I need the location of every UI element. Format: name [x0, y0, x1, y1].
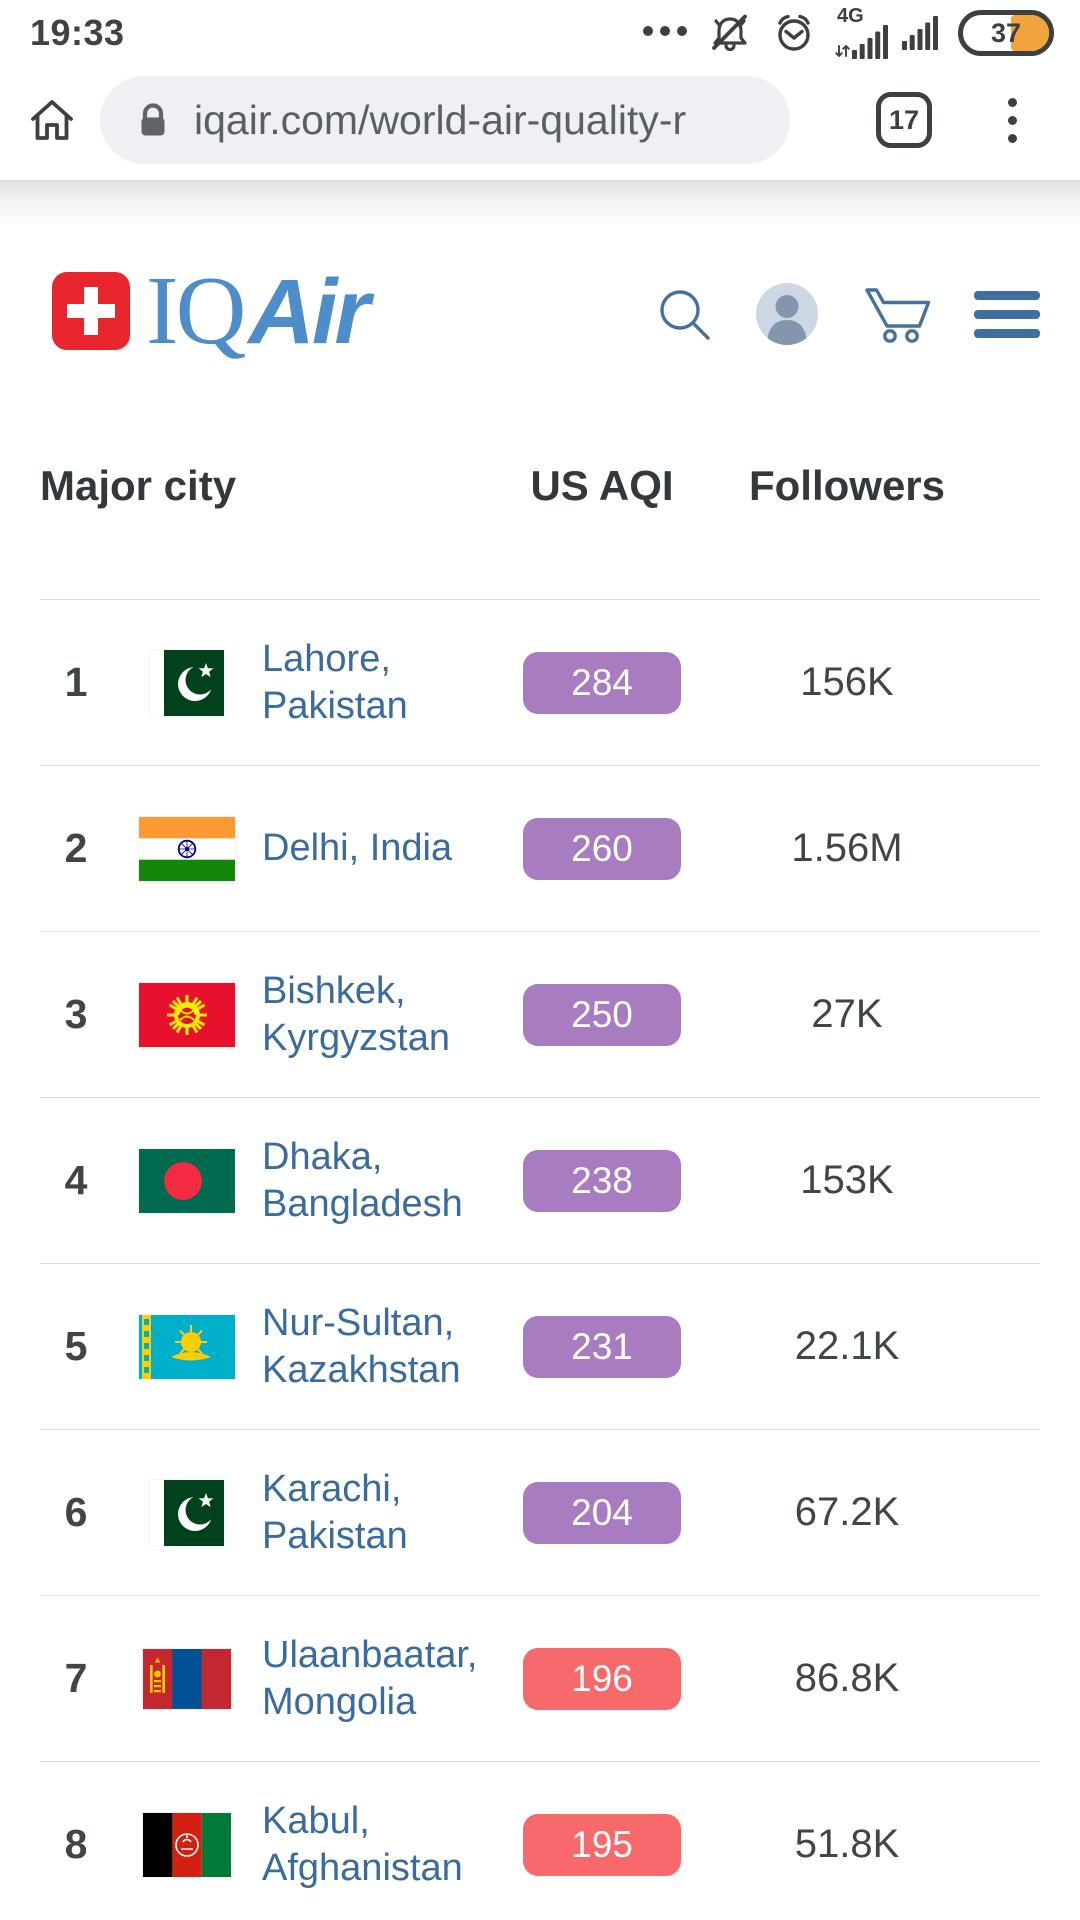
- row-followers: 1.56M: [791, 826, 903, 870]
- row-rank: 3: [64, 991, 88, 1037]
- row-followers: 86.8K: [794, 1656, 900, 1700]
- table-body: 1 Lahore, Pakistan 284 156K 2 Delhi, Ind…: [40, 600, 1040, 1920]
- table-row[interactable]: 5 Nur-Sultan, Kazakhstan 231 22.1K: [40, 1264, 1040, 1430]
- network-type-label: 4G: [837, 5, 864, 27]
- url-fade: [720, 76, 790, 164]
- flag-mongolia-icon: [143, 1648, 231, 1709]
- flag-kyrgyzstan-icon: [139, 982, 235, 1047]
- row-rank: 2: [64, 825, 88, 871]
- table-row[interactable]: 4 Dhaka, Bangladesh 238 153K: [40, 1098, 1040, 1264]
- battery-icon: 37: [958, 10, 1054, 56]
- menu-button[interactable]: [974, 290, 1040, 338]
- city-ranking-table: Major city US AQI Followers 1 Lahore, Pa…: [40, 448, 1040, 1920]
- aqi-badge: 260: [523, 817, 681, 880]
- more-notifications-icon: [643, 26, 687, 40]
- aqi-badge: 204: [523, 1481, 681, 1544]
- browser-toolbar: iqair.com/world-air-quality-r 17: [0, 60, 1080, 180]
- aqi-badge: 238: [523, 1149, 681, 1212]
- mobile-network-indicator: 4G: [835, 5, 888, 59]
- city-link[interactable]: Kabul, Afghanistan: [262, 1800, 463, 1889]
- aqi-badge: 284: [523, 651, 681, 714]
- table-row[interactable]: 2 Delhi, India 260 1.56M: [40, 766, 1040, 932]
- table-row[interactable]: 3 Bishkek, Kyrgyzstan 250 27K: [40, 932, 1040, 1098]
- city-link[interactable]: Dhaka, Bangladesh: [262, 1136, 463, 1225]
- column-header-followers[interactable]: Followers: [748, 462, 946, 509]
- swiss-flag-icon: [52, 272, 130, 350]
- user-silhouette-icon: [767, 295, 807, 345]
- aqi-badge: 196: [523, 1647, 681, 1710]
- address-bar[interactable]: iqair.com/world-air-quality-r: [100, 76, 790, 164]
- clock-text: 19:33: [30, 12, 125, 53]
- flag-afghanistan-icon: [143, 1812, 231, 1877]
- aqi-badge: 195: [523, 1813, 681, 1876]
- table-row[interactable]: 1 Lahore, Pakistan 284 156K: [40, 600, 1040, 766]
- flag-india-icon: [139, 816, 235, 881]
- url-text: iqair.com/world-air-quality-r: [194, 96, 687, 143]
- row-rank: 1: [64, 659, 88, 705]
- table-row[interactable]: 8 Kabul, Afghanistan 195 51.8K: [40, 1762, 1040, 1920]
- browser-menu-button[interactable]: [1002, 92, 1023, 149]
- aqi-badge: 250: [523, 983, 681, 1046]
- cart-button[interactable]: [860, 283, 932, 345]
- tab-count: 17: [888, 104, 920, 135]
- alarm-icon: [773, 12, 815, 54]
- home-button[interactable]: [24, 92, 80, 148]
- row-rank: 7: [64, 1655, 88, 1701]
- column-header-us-aqi[interactable]: US AQI: [530, 462, 674, 509]
- logo-text-iq: IQ: [146, 257, 246, 365]
- flag-bangladesh-icon: [139, 1148, 235, 1213]
- row-rank: 8: [64, 1821, 88, 1867]
- aqi-badge: 231: [523, 1315, 681, 1378]
- account-avatar-button[interactable]: [756, 283, 818, 345]
- row-followers: 67.2K: [794, 1490, 900, 1534]
- lock-icon: [138, 101, 168, 139]
- battery-percent-text: 37: [990, 17, 1022, 48]
- flag-kazakhstan-icon: [139, 1314, 235, 1379]
- signal-bars-icon-2: [902, 16, 938, 50]
- iqair-logo[interactable]: IQ Air: [52, 257, 370, 365]
- row-followers: 22.1K: [794, 1324, 900, 1368]
- row-followers: 51.8K: [794, 1822, 900, 1866]
- data-arrows-icon: [835, 45, 850, 57]
- table-header-row: Major city US AQI Followers: [40, 448, 1040, 600]
- notifications-muted-icon: [707, 12, 753, 54]
- row-rank: 5: [64, 1323, 88, 1369]
- row-rank: 6: [64, 1489, 88, 1535]
- table-row[interactable]: 6 Karachi, Pakistan 204 67.2K: [40, 1430, 1040, 1596]
- row-followers: 153K: [800, 1158, 894, 1202]
- battery-fill: [1011, 15, 1049, 51]
- city-link[interactable]: Bishkek, Kyrgyzstan: [262, 970, 450, 1059]
- tab-switcher-button[interactable]: 17: [876, 92, 932, 148]
- city-link[interactable]: Lahore, Pakistan: [262, 638, 408, 727]
- logo-text-air: Air: [248, 261, 370, 363]
- row-followers: 156K: [800, 660, 894, 704]
- flag-pakistan-icon: [150, 1479, 224, 1546]
- city-link[interactable]: Karachi, Pakistan: [262, 1468, 408, 1557]
- city-link[interactable]: Delhi, India: [262, 827, 453, 870]
- city-link[interactable]: Ulaanbaatar, Mongolia: [262, 1634, 478, 1723]
- table-row[interactable]: 7 Ulaanbaatar, Mongolia 196 86.8K: [40, 1596, 1040, 1762]
- flag-pakistan-icon: [150, 649, 224, 716]
- row-rank: 4: [64, 1157, 88, 1203]
- row-followers: 27K: [811, 992, 883, 1036]
- page-top-shadow: [0, 180, 1080, 224]
- status-bar: 19:33 4G: [0, 0, 1080, 60]
- search-button[interactable]: [654, 284, 714, 344]
- signal-bars-icon-1: [852, 25, 888, 59]
- city-link[interactable]: Nur-Sultan, Kazakhstan: [262, 1302, 461, 1391]
- site-header: IQ Air: [0, 224, 1080, 360]
- column-header-major-city[interactable]: Major city: [40, 462, 237, 509]
